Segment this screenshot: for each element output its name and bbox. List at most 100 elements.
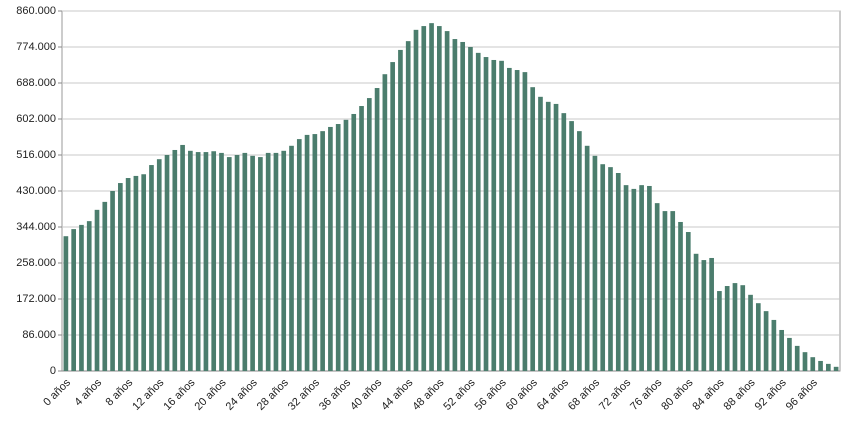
bar xyxy=(94,209,100,371)
bar xyxy=(149,165,154,371)
bar xyxy=(133,175,139,371)
bar xyxy=(592,155,598,371)
bar xyxy=(421,26,427,372)
bar xyxy=(390,62,395,372)
bar xyxy=(289,145,294,371)
x-tick-label: 24 años xyxy=(224,376,261,413)
bar xyxy=(530,87,536,372)
bar xyxy=(79,224,84,371)
bar xyxy=(250,155,255,371)
bar xyxy=(740,285,746,371)
bar xyxy=(701,260,707,371)
x-tick-label: 80 años xyxy=(659,376,696,413)
bar xyxy=(110,191,115,371)
bar xyxy=(351,113,357,371)
bar xyxy=(452,39,458,372)
bar xyxy=(118,183,123,371)
bar xyxy=(296,139,302,371)
bar xyxy=(623,185,629,371)
bar xyxy=(429,23,434,372)
x-tick-label: 12 años xyxy=(130,376,167,413)
y-tick-label: 688.000 xyxy=(16,77,56,89)
bar xyxy=(226,157,232,371)
y-tick-label: 516.000 xyxy=(16,149,56,161)
bar xyxy=(86,221,92,371)
bar xyxy=(234,155,240,371)
bar xyxy=(273,152,279,371)
bar xyxy=(125,178,131,371)
bar xyxy=(639,185,644,371)
bar xyxy=(413,29,419,371)
bar xyxy=(569,121,574,372)
bar xyxy=(219,152,224,371)
x-tick-label: 76 años xyxy=(628,376,665,413)
x-tick-label: 16 años xyxy=(161,376,198,413)
x-tick-label: 60 años xyxy=(504,376,541,413)
x-tick-label: 28 años xyxy=(255,376,292,413)
bar xyxy=(265,152,271,371)
bar xyxy=(654,203,660,371)
x-tick-label: 0 años xyxy=(41,376,73,408)
bar xyxy=(709,257,714,371)
bar xyxy=(662,211,668,371)
bar xyxy=(507,67,512,371)
bar xyxy=(405,41,411,372)
bar xyxy=(211,151,217,371)
x-tick-label: 36 años xyxy=(317,376,354,413)
bar xyxy=(468,47,473,371)
bar xyxy=(615,173,621,371)
bar xyxy=(156,159,162,371)
y-tick-label: 0 xyxy=(50,365,56,377)
bar xyxy=(693,253,699,371)
bar xyxy=(787,337,792,371)
bar xyxy=(335,124,341,371)
bar xyxy=(320,131,325,371)
x-tick-label: 96 años xyxy=(784,376,821,413)
bar xyxy=(304,134,310,371)
bar xyxy=(382,74,388,372)
bar xyxy=(553,103,559,371)
x-tick-label: 68 años xyxy=(566,376,603,413)
bar xyxy=(172,149,178,371)
bar xyxy=(203,152,209,371)
y-tick-label: 602.000 xyxy=(16,113,56,125)
bar xyxy=(678,221,683,371)
y-tick-label: 258.000 xyxy=(16,257,56,269)
x-tick-label: 88 años xyxy=(722,376,759,413)
bar xyxy=(779,329,784,371)
bar xyxy=(717,291,722,371)
bar xyxy=(328,126,333,371)
bar xyxy=(444,31,450,372)
bar xyxy=(343,119,349,371)
bar xyxy=(180,144,185,371)
bar xyxy=(755,303,761,371)
x-tick-label: 52 años xyxy=(441,376,478,413)
bar xyxy=(647,185,652,371)
y-tick-label: 86.000 xyxy=(22,329,56,341)
x-tick-label: 92 años xyxy=(753,376,790,413)
bar xyxy=(398,49,403,371)
bar xyxy=(810,357,816,371)
bar xyxy=(771,319,777,371)
bar xyxy=(577,131,582,371)
x-tick-label: 20 años xyxy=(192,376,229,413)
bar xyxy=(141,174,147,371)
bar xyxy=(281,150,287,371)
bar xyxy=(802,352,808,371)
bar xyxy=(374,88,380,371)
bar xyxy=(366,98,372,372)
bar xyxy=(545,101,551,371)
bar xyxy=(584,145,590,371)
x-tick-label: 48 años xyxy=(410,376,447,413)
x-tick-label: 56 años xyxy=(473,376,510,413)
bar xyxy=(685,232,691,371)
bar xyxy=(164,155,170,371)
y-tick-label: 172.000 xyxy=(16,293,56,305)
x-tick-label: 44 años xyxy=(379,376,416,413)
bar xyxy=(258,157,263,371)
bar xyxy=(188,150,193,371)
x-tick-label: 40 años xyxy=(348,376,385,413)
bar xyxy=(312,134,318,371)
